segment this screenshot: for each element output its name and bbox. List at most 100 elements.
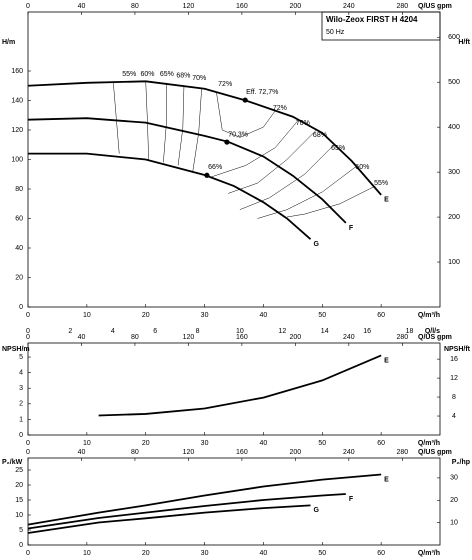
y2-tick-label: 200: [448, 214, 460, 221]
curve-name: G: [314, 507, 320, 514]
efficiency-line: [228, 129, 317, 194]
pump-curve: [27, 493, 346, 530]
x-tick-label: 0: [26, 312, 30, 319]
x2-tick-label: 0: [26, 449, 30, 456]
efficiency-line: [163, 82, 167, 163]
y2-tick-label: 30: [450, 475, 458, 482]
efficiency-label: 68%: [313, 132, 327, 139]
x2-axis-label: Q/US gpm: [418, 3, 452, 10]
y-tick-label: 5: [19, 354, 23, 361]
x-tick-label: 10: [83, 440, 91, 447]
x-tick-label: 60: [377, 440, 385, 447]
x2-tick-label: 40: [78, 334, 86, 341]
y-tick-label: 160: [11, 68, 23, 75]
y2-tick-label: 16: [450, 356, 458, 363]
curve-name: E: [384, 357, 389, 364]
x2-tick-label: 240: [343, 449, 355, 456]
x3-tick-label: 8: [196, 328, 200, 335]
curve-name: G: [314, 241, 320, 248]
y-tick-label: 0: [19, 304, 23, 311]
x-tick-label: 50: [318, 312, 326, 319]
x3-tick-label: 2: [68, 328, 72, 335]
title-box: [321, 11, 441, 41]
x2-tick-label: 120: [183, 334, 195, 341]
y2-axis-label: H/ft: [458, 39, 470, 46]
x2-tick-label: 200: [290, 334, 302, 341]
x-tick-label: 20: [142, 550, 150, 557]
chart-subtitle: 50 Hz: [326, 29, 345, 36]
y-tick-label: 1: [19, 416, 23, 423]
x2-tick-label: 160: [236, 334, 248, 341]
x2-tick-label: 160: [236, 3, 248, 10]
efficiency-line: [239, 144, 335, 210]
y2-tick-label: 8: [452, 394, 456, 401]
y-axis-label: H/m: [2, 39, 15, 46]
y-tick-label: 140: [11, 97, 23, 104]
x3-tick-label: 14: [321, 328, 329, 335]
y-axis-label: NPSH/m: [2, 346, 30, 353]
y-tick-label: 60: [15, 215, 23, 222]
y-tick-label: 20: [15, 482, 23, 489]
y-tick-label: 25: [15, 467, 23, 474]
x3-tick-label: 4: [111, 328, 115, 335]
x2-tick-label: 40: [78, 3, 86, 10]
x-tick-label: 20: [142, 312, 150, 319]
x2-tick-label: 80: [131, 449, 139, 456]
efficiency-line: [113, 82, 120, 154]
x2-tick-label: 240: [343, 334, 355, 341]
x-tick-label: 30: [201, 312, 209, 319]
x2-axis-label: Q/US gpm: [418, 334, 452, 341]
efficiency-label: 70%: [192, 75, 206, 82]
y-tick-label: 15: [15, 497, 23, 504]
x-tick-label: 60: [377, 550, 385, 557]
x-tick-label: 60: [377, 312, 385, 319]
x-tick-label: 40: [260, 550, 268, 557]
y2-tick-label: 600: [448, 34, 460, 41]
x3-axis-label: Q/l/s: [425, 328, 440, 335]
y-tick-label: 10: [15, 512, 23, 519]
y2-tick-label: 10: [450, 519, 458, 526]
x2-tick-label: 240: [343, 3, 355, 10]
y-tick-label: 120: [11, 127, 23, 134]
y2-axis-label: NPSH/ft: [444, 346, 471, 353]
x-axis-label: Q/m³/h: [418, 550, 440, 557]
x2-tick-label: 200: [290, 3, 302, 10]
y-tick-label: 5: [19, 527, 23, 534]
y2-tick-label: 20: [450, 497, 458, 504]
plot-frame: [27, 457, 441, 546]
x2-tick-label: 280: [396, 3, 408, 10]
efficiency-label: 60%: [355, 164, 369, 171]
curve-name: E: [384, 197, 389, 204]
x-tick-label: 0: [26, 550, 30, 557]
efficiency-line: [286, 185, 376, 218]
y-axis-label: P₂/kW: [2, 459, 23, 466]
x3-tick-label: 10: [236, 328, 244, 335]
plot-frame: [27, 342, 441, 436]
efficiency-line: [177, 85, 185, 166]
y2-tick-label: 100: [448, 259, 460, 266]
efficiency-label: 70%: [296, 120, 310, 127]
y-tick-label: 80: [15, 186, 23, 193]
efficiency-label: Eff. 72,7%: [246, 89, 278, 96]
x3-tick-label: 18: [406, 328, 414, 335]
efficiency-label: 72%: [273, 105, 287, 112]
x3-tick-label: 0: [26, 328, 30, 335]
x-tick-label: 50: [318, 550, 326, 557]
y-tick-label: 0: [19, 542, 23, 549]
x-tick-label: 30: [201, 550, 209, 557]
x2-tick-label: 200: [290, 449, 302, 456]
x2-tick-label: 0: [26, 3, 30, 10]
x2-axis-label: Q/US gpm: [418, 449, 452, 456]
pump-curve: [27, 504, 311, 534]
x-tick-label: 20: [142, 440, 150, 447]
x-tick-label: 50: [318, 440, 326, 447]
y2-tick-label: 300: [448, 169, 460, 176]
efficiency-line: [216, 91, 276, 138]
efficiency-line: [192, 88, 202, 172]
x2-tick-label: 40: [78, 449, 86, 456]
curve-name: E: [384, 476, 389, 483]
duty-point: [204, 172, 210, 178]
chart-title: Wilo-Zeox FIRST H 4204: [326, 15, 418, 24]
x-tick-label: 40: [260, 440, 268, 447]
efficiency-line: [210, 119, 299, 178]
